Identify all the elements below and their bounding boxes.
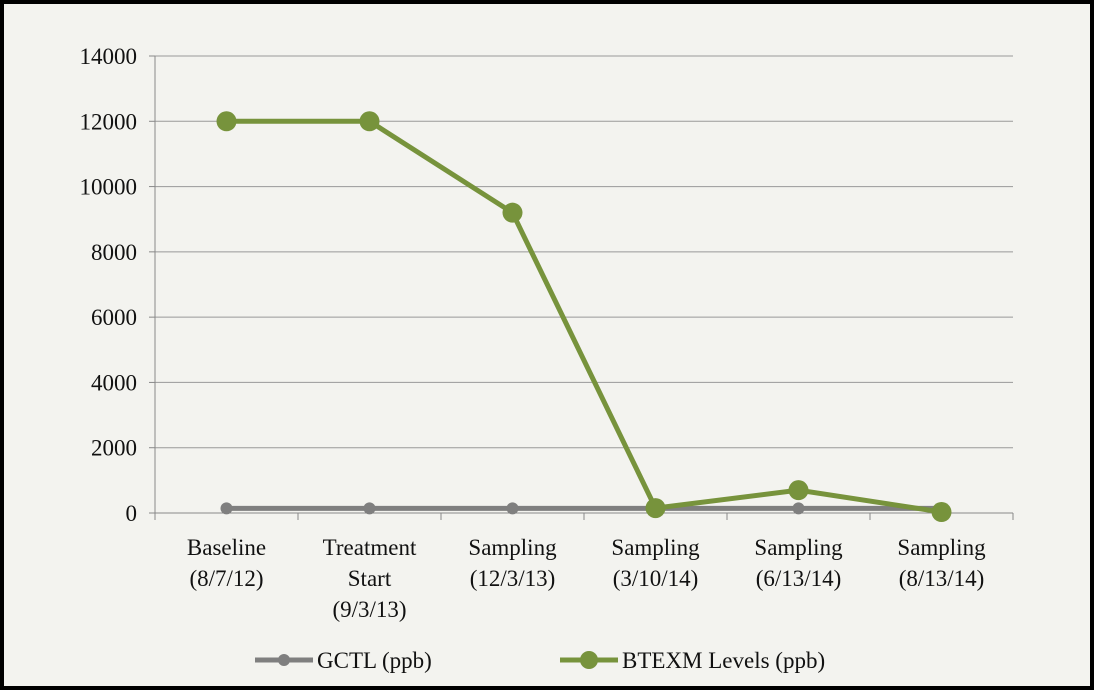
- series-point: [788, 480, 809, 501]
- plot-area: [155, 56, 1013, 513]
- x-tick-label-line: (3/10/14): [613, 566, 699, 591]
- y-tick-label: 2000: [91, 436, 137, 461]
- series-point: [506, 502, 519, 515]
- series-point: [792, 502, 805, 515]
- x-tick-label-line: (12/3/13): [470, 566, 556, 591]
- legend-marker: [580, 651, 598, 669]
- x-tick-label-line: (8/13/14): [899, 566, 985, 591]
- x-tick-label-line: Start: [348, 566, 392, 591]
- series-point: [363, 502, 376, 515]
- x-tick-label-line: (6/13/14): [756, 566, 842, 591]
- x-tick-label-line: Sampling: [611, 535, 700, 560]
- y-tick-label: 12000: [80, 109, 138, 134]
- x-tick-label-line: (9/3/13): [332, 597, 406, 622]
- y-tick-label: 6000: [91, 305, 137, 330]
- legend-marker: [278, 654, 290, 666]
- series-line: [226, 118, 942, 515]
- x-tick-label: Sampling (8/13/14): [897, 535, 986, 591]
- y-tick-label: 8000: [91, 240, 137, 265]
- y-tick-label: 0: [126, 501, 138, 526]
- series-point: [931, 502, 952, 523]
- series-point: [220, 502, 233, 515]
- x-tick-label-line: Sampling: [468, 535, 557, 560]
- x-tick-label: Sampling (12/3/13): [468, 535, 557, 591]
- legend-label: GCTL (ppb): [317, 648, 432, 673]
- series-point: [645, 498, 666, 519]
- y-tick-label: 4000: [91, 370, 137, 395]
- x-tick-label-line: Sampling: [754, 535, 843, 560]
- x-tick-label: Baseline (8/7/12): [187, 535, 266, 591]
- x-tick-label-line: (8/7/12): [189, 566, 263, 591]
- legend-label: BTEXM Levels (ppb): [622, 648, 825, 673]
- x-tick-label: Treatment Start (9/3/13): [323, 535, 417, 622]
- y-tick-label: 10000: [80, 175, 138, 200]
- y-tick-label: 14000: [80, 44, 138, 69]
- x-tick-label-line: Treatment: [323, 535, 417, 560]
- x-tick-label: Sampling (3/10/14): [611, 535, 700, 591]
- series-point: [502, 202, 523, 223]
- x-tick-label-line: Baseline: [187, 535, 266, 560]
- x-tick-label-line: Sampling: [897, 535, 986, 560]
- x-tick-label: Sampling (6/13/14): [754, 535, 843, 591]
- series-point: [359, 111, 380, 132]
- series-point: [216, 111, 237, 132]
